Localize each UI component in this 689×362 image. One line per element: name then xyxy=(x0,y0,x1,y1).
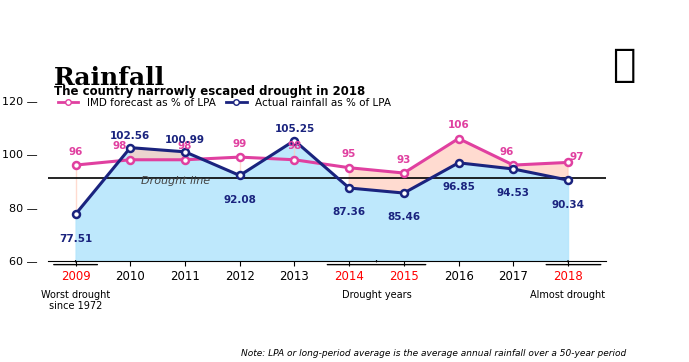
Text: 98: 98 xyxy=(112,142,126,151)
Text: 98: 98 xyxy=(287,142,302,151)
Text: 99: 99 xyxy=(233,139,247,149)
Text: 92.08: 92.08 xyxy=(223,195,256,205)
Text: 77.51: 77.51 xyxy=(59,233,92,244)
Text: 100.99: 100.99 xyxy=(165,135,205,145)
Text: Almost drought: Almost drought xyxy=(531,290,606,300)
Text: 94.53: 94.53 xyxy=(497,188,530,198)
Text: 97: 97 xyxy=(569,152,584,163)
Text: 🌧: 🌧 xyxy=(612,46,635,84)
Text: 87.36: 87.36 xyxy=(333,207,366,218)
Text: 96: 96 xyxy=(499,147,513,157)
Text: 95: 95 xyxy=(342,150,356,159)
Text: The country narrowly escaped drought in 2018: The country narrowly escaped drought in … xyxy=(54,85,365,98)
Text: 105.25: 105.25 xyxy=(274,123,315,134)
Text: Drought years: Drought years xyxy=(342,290,411,300)
Text: 106: 106 xyxy=(448,120,469,130)
Text: 85.46: 85.46 xyxy=(387,212,420,223)
Text: 90.34: 90.34 xyxy=(551,199,584,210)
Text: Drought line: Drought line xyxy=(141,176,210,186)
Legend: IMD forecast as % of LPA, Actual rainfall as % of LPA: IMD forecast as % of LPA, Actual rainfal… xyxy=(54,94,395,112)
Text: 96.85: 96.85 xyxy=(442,182,475,192)
Text: 98: 98 xyxy=(178,142,192,151)
Text: Rainfall: Rainfall xyxy=(54,66,165,90)
Text: 102.56: 102.56 xyxy=(110,131,150,141)
Text: Worst drought
since 1972: Worst drought since 1972 xyxy=(41,290,110,311)
Text: 96: 96 xyxy=(68,147,83,157)
Text: 93: 93 xyxy=(397,155,411,165)
Text: Note: LPA or long-period average is the average annual rainfall over a 50-year p: Note: LPA or long-period average is the … xyxy=(241,349,626,358)
